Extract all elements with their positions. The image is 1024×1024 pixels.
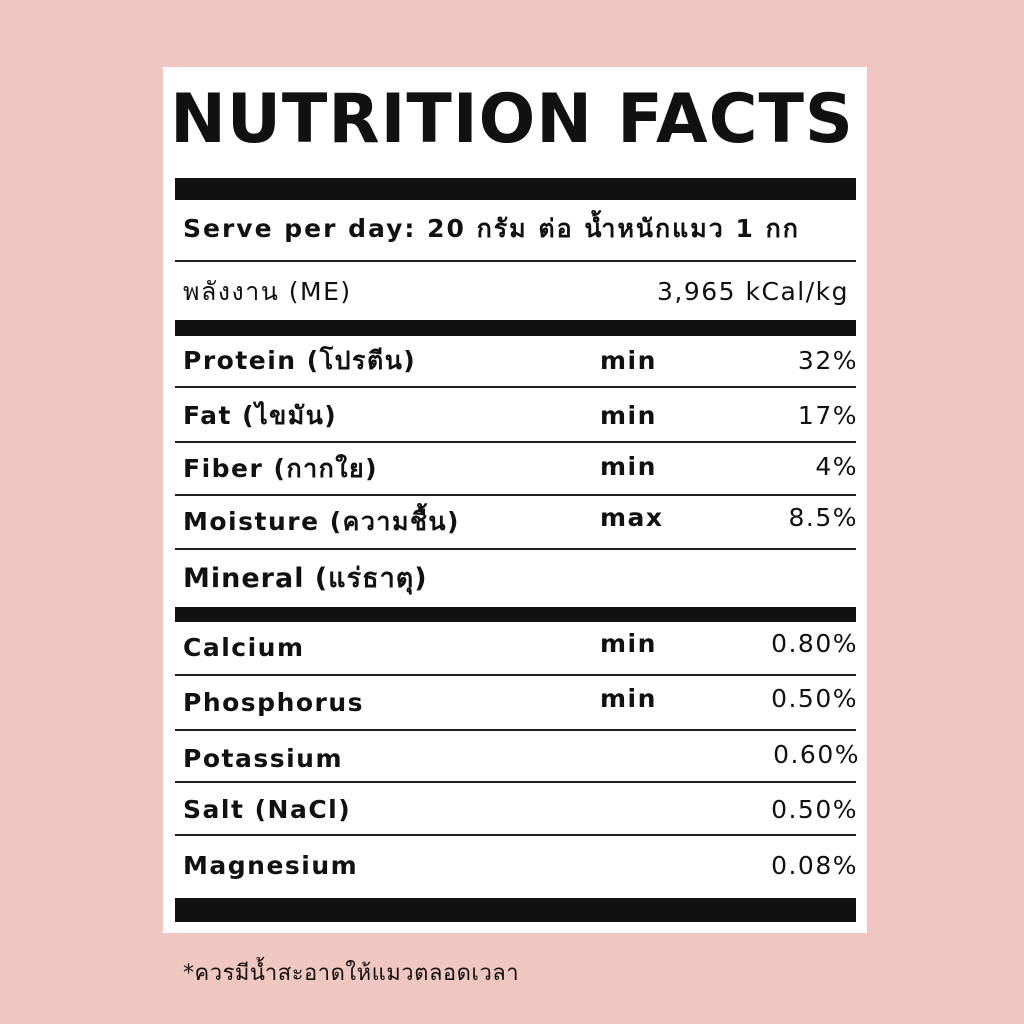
- divider: [175, 386, 856, 388]
- top-thick-rule: [175, 178, 856, 200]
- mineral-name-calcium: Calcium: [183, 633, 305, 662]
- mineral-thick-rule: [175, 607, 856, 622]
- nutrient-value-fat: 17%: [797, 401, 858, 430]
- mineral-heading: Mineral (แร่ธาตุ): [183, 563, 428, 594]
- mineral-qualifier-phosphorus: min: [600, 684, 657, 713]
- mineral-name-magnesium: Magnesium: [183, 851, 359, 880]
- nutrient-value-moisture: 8.5%: [788, 503, 858, 532]
- nutrient-name-protein: Protein (โปรตีน): [183, 346, 417, 375]
- nutrient-value-fiber: 4%: [815, 452, 858, 481]
- mineral-value-salt: 0.50%: [771, 795, 858, 824]
- mineral-name-potassium: Potassium: [183, 744, 343, 773]
- mineral-value-calcium: 0.80%: [771, 629, 858, 658]
- mineral-value-magnesium: 0.08%: [771, 851, 858, 880]
- mineral-value-potassium: 0.60%: [773, 740, 860, 769]
- label-title: NUTRITION FACTS: [170, 80, 854, 159]
- nutrition-label-card: [163, 67, 867, 933]
- divider: [175, 674, 856, 676]
- bottom-thick-rule: [175, 898, 856, 922]
- nutrient-qualifier-protein: min: [600, 346, 657, 375]
- divider: [175, 781, 856, 783]
- divider: [175, 441, 856, 443]
- nutrient-value-protein: 32%: [797, 346, 858, 375]
- divider: [175, 260, 856, 262]
- serving-size-text: Serve per day: 20 กรัม ต่อ น้ำหนักแมว 1 …: [183, 214, 800, 243]
- mineral-name-salt: Salt (NaCl): [183, 795, 352, 824]
- footnote: *ควรมีน้ำสะอาดให้แมวตลอดเวลา: [183, 961, 520, 986]
- divider: [175, 834, 856, 836]
- mineral-name-phosphorus: Phosphorus: [183, 688, 365, 717]
- energy-value: 3,965 kCal/kg: [657, 277, 849, 306]
- mineral-qualifier-calcium: min: [600, 629, 657, 658]
- nutrient-qualifier-moisture: max: [600, 503, 664, 532]
- divider: [175, 729, 856, 731]
- nutrient-qualifier-fiber: min: [600, 452, 657, 481]
- nutrient-name-fiber: Fiber (กากใย): [183, 454, 379, 483]
- divider: [175, 494, 856, 496]
- energy-label: พลังงาน (ME): [183, 277, 352, 306]
- energy-thick-rule: [175, 320, 856, 336]
- nutrient-name-fat: Fat (ไขมัน): [183, 401, 338, 430]
- mineral-value-phosphorus: 0.50%: [771, 684, 858, 713]
- nutrient-name-moisture: Moisture (ความชื้น): [183, 507, 460, 536]
- nutrient-qualifier-fat: min: [600, 401, 657, 430]
- divider: [175, 548, 856, 550]
